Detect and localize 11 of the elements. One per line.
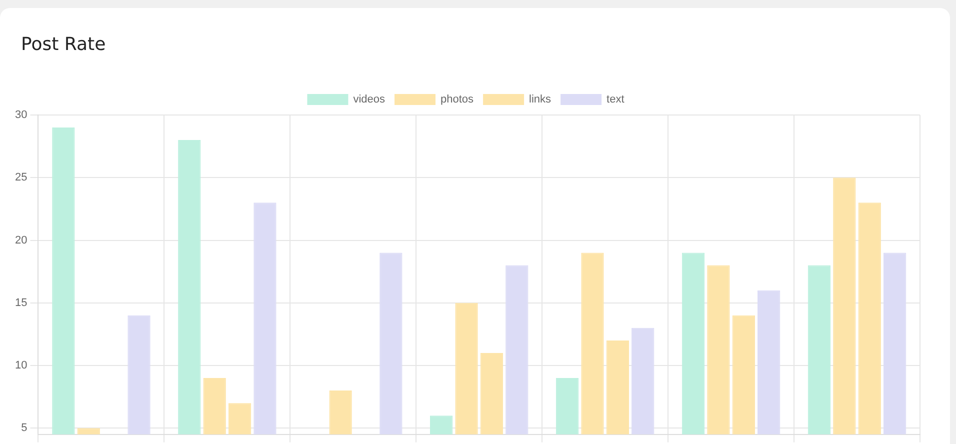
y-tick-label: 15	[14, 296, 28, 309]
chart-title: Post Rate	[21, 34, 106, 55]
legend-label: links	[529, 94, 552, 106]
y-tick-label: 25	[14, 172, 28, 184]
legend-label: photos	[440, 94, 474, 106]
y-tick-label: 5	[21, 422, 28, 434]
legend-label: videos	[353, 94, 386, 106]
y-tick-label: 10	[14, 360, 28, 372]
y-tick-label: 30	[14, 109, 28, 122]
y-tick-label: 20	[14, 234, 28, 246]
legend-label: text	[606, 94, 624, 106]
